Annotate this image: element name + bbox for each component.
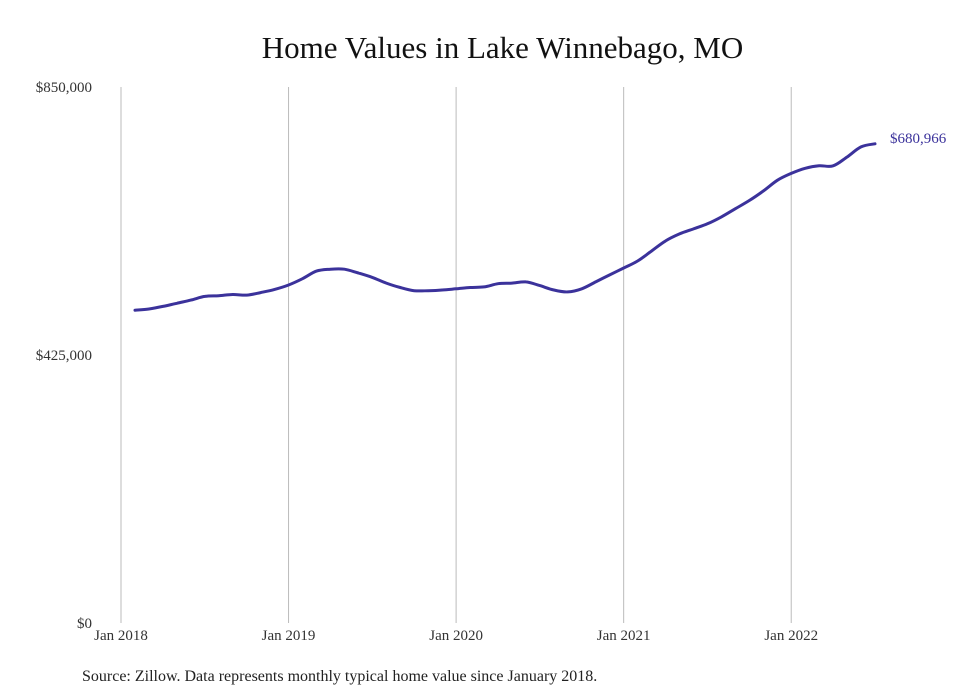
y-axis: $0 $425,000 $850,000 bbox=[36, 80, 92, 632]
gridlines bbox=[120, 87, 792, 623]
chart-title: Home Values in Lake Winnebago, MO bbox=[261, 30, 744, 65]
x-axis: Jan 2018 Jan 2019 Jan 2020 Jan 2021 Jan 2022 bbox=[94, 628, 818, 644]
end-value-label: $680,966 bbox=[890, 131, 947, 147]
x-tick-label: Jan 2019 bbox=[262, 628, 316, 644]
x-tick-label: Jan 2018 bbox=[94, 628, 148, 644]
y-tick-label: $425,000 bbox=[36, 348, 92, 364]
series-line-0 bbox=[133, 142, 877, 312]
end-label-group: $680,966 bbox=[890, 131, 947, 147]
x-tick-label: Jan 2021 bbox=[597, 628, 651, 644]
y-tick-label: $0 bbox=[77, 616, 92, 632]
series-group bbox=[133, 142, 877, 312]
x-tick-label: Jan 2020 bbox=[429, 628, 483, 644]
y-tick-label: $850,000 bbox=[36, 80, 92, 96]
x-tick-label: Jan 2022 bbox=[764, 628, 818, 644]
source-note: Source: Zillow. Data represents monthly … bbox=[82, 668, 598, 685]
